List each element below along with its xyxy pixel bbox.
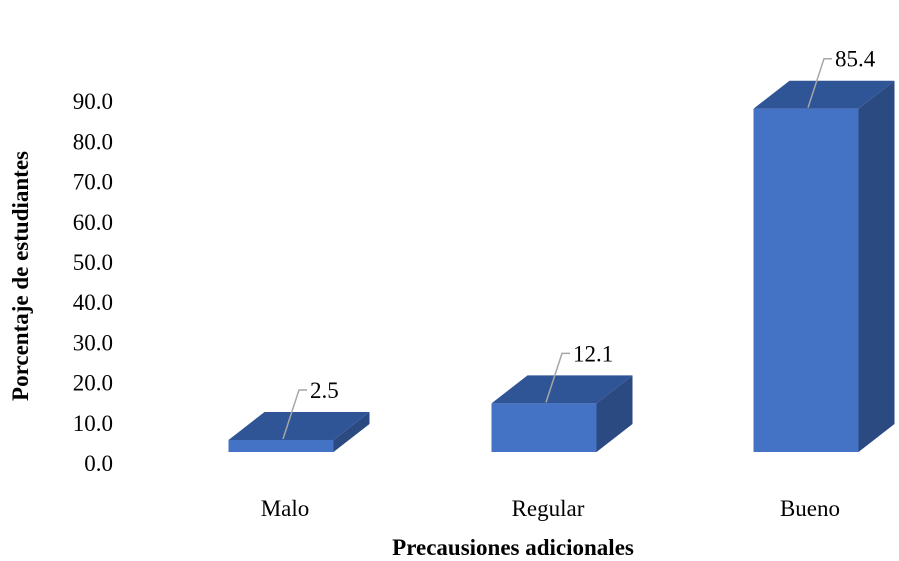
data-label-leader-line (282, 389, 307, 440)
x-category-label: Bueno (780, 496, 840, 521)
x-category-label: Regular (512, 496, 585, 521)
bar-malo (228, 411, 370, 452)
bars (228, 80, 895, 452)
y-tick-label: 90.0 (73, 89, 113, 114)
bar-side-face (858, 80, 895, 452)
x-axis-categories: Malo Regular Bueno (261, 496, 840, 521)
y-tick-label: 40.0 (73, 290, 113, 315)
bar-front-face (491, 403, 597, 452)
bar-front-face (753, 108, 859, 452)
bar-top-face (491, 375, 633, 404)
y-tick-label: 20.0 (73, 371, 113, 396)
y-tick-label: 50.0 (73, 250, 113, 275)
y-tick-label: 10.0 (73, 411, 113, 436)
bar-top-face (228, 411, 370, 440)
x-category-label: Malo (261, 496, 310, 521)
bar-side-face (333, 411, 370, 452)
data-label: 2.5 (310, 378, 339, 403)
bar-regular (491, 375, 633, 452)
data-label-leader-line (545, 352, 570, 403)
data-labels: 2.5 12.1 85.4 (282, 47, 876, 440)
y-tick-label: 30.0 (73, 330, 113, 355)
x-axis-title: Precausiones adicionales (392, 535, 634, 560)
bar-top-face (753, 80, 895, 109)
y-axis-title: Porcentaje de estudiantes (8, 151, 33, 401)
y-tick-label: 60.0 (73, 210, 113, 235)
data-label: 85.4 (835, 47, 876, 72)
bar-side-face (596, 375, 633, 452)
y-tick-label: 70.0 (73, 170, 113, 195)
data-label: 12.1 (573, 341, 613, 366)
y-tick-label: 80.0 (73, 129, 113, 154)
bar-bueno (753, 80, 895, 452)
bar-front-face (228, 439, 334, 452)
y-tick-label: 0.0 (84, 451, 113, 476)
y-axis-ticks: 0.0 10.0 20.0 30.0 40.0 50.0 60.0 70.0 80.0 90.0 (73, 89, 113, 476)
data-label-leader-line (807, 57, 832, 108)
